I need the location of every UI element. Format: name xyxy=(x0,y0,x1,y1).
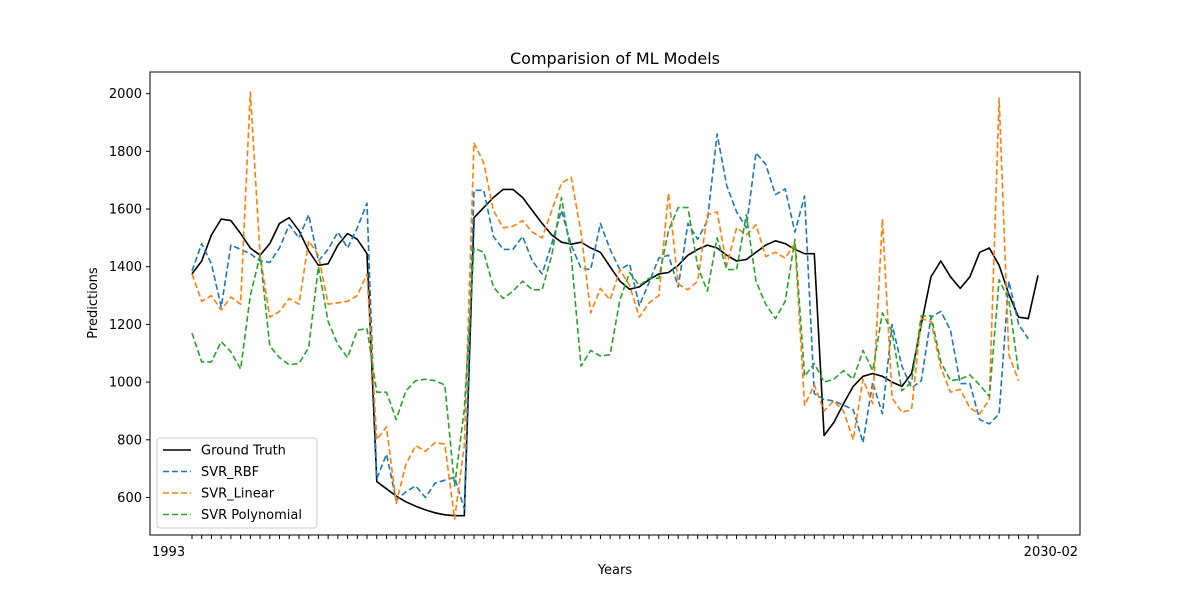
y-tick-label: 600 xyxy=(117,491,142,506)
legend-label: Ground Truth xyxy=(201,444,286,459)
chart-title: Comparision of ML Models xyxy=(510,49,720,68)
legend-label: SVR Polynomial xyxy=(201,508,302,523)
y-tick-label: 1600 xyxy=(109,203,142,218)
x-axis-title: Years xyxy=(597,563,633,578)
plot-frame xyxy=(149,71,1081,536)
y-axis-title: Predictions xyxy=(86,267,101,339)
x-tick-label-first: 1993 xyxy=(152,545,185,560)
y-tick-label: 1000 xyxy=(109,376,142,391)
legend-label: SVR_Linear xyxy=(201,487,275,502)
y-tick-label: 1800 xyxy=(109,145,142,160)
y-tick-label: 1400 xyxy=(109,260,142,275)
y-axis: 600 800 1000 1200 1400 1600 1800 2000 xyxy=(109,87,150,506)
legend-box xyxy=(156,437,318,529)
legend: Ground Truth SVR_RBF SVR_Linear SVR Polynom… xyxy=(156,437,318,529)
series-layer xyxy=(191,91,1039,520)
series-line-svr-polynomial xyxy=(191,196,1020,487)
series-line-svr-linear xyxy=(191,91,1020,520)
series-line-svr-rbf xyxy=(191,133,1029,510)
x-tick-label-last: 2030-02 xyxy=(1024,545,1078,560)
y-tick-label: 800 xyxy=(117,433,142,448)
y-tick-label: 2000 xyxy=(109,87,142,102)
y-tick-label: 1200 xyxy=(109,318,142,333)
legend-label: SVR_RBF xyxy=(201,465,259,480)
series-line-ground-truth xyxy=(191,188,1039,517)
x-axis: 1993 2030-02 xyxy=(152,535,1078,560)
